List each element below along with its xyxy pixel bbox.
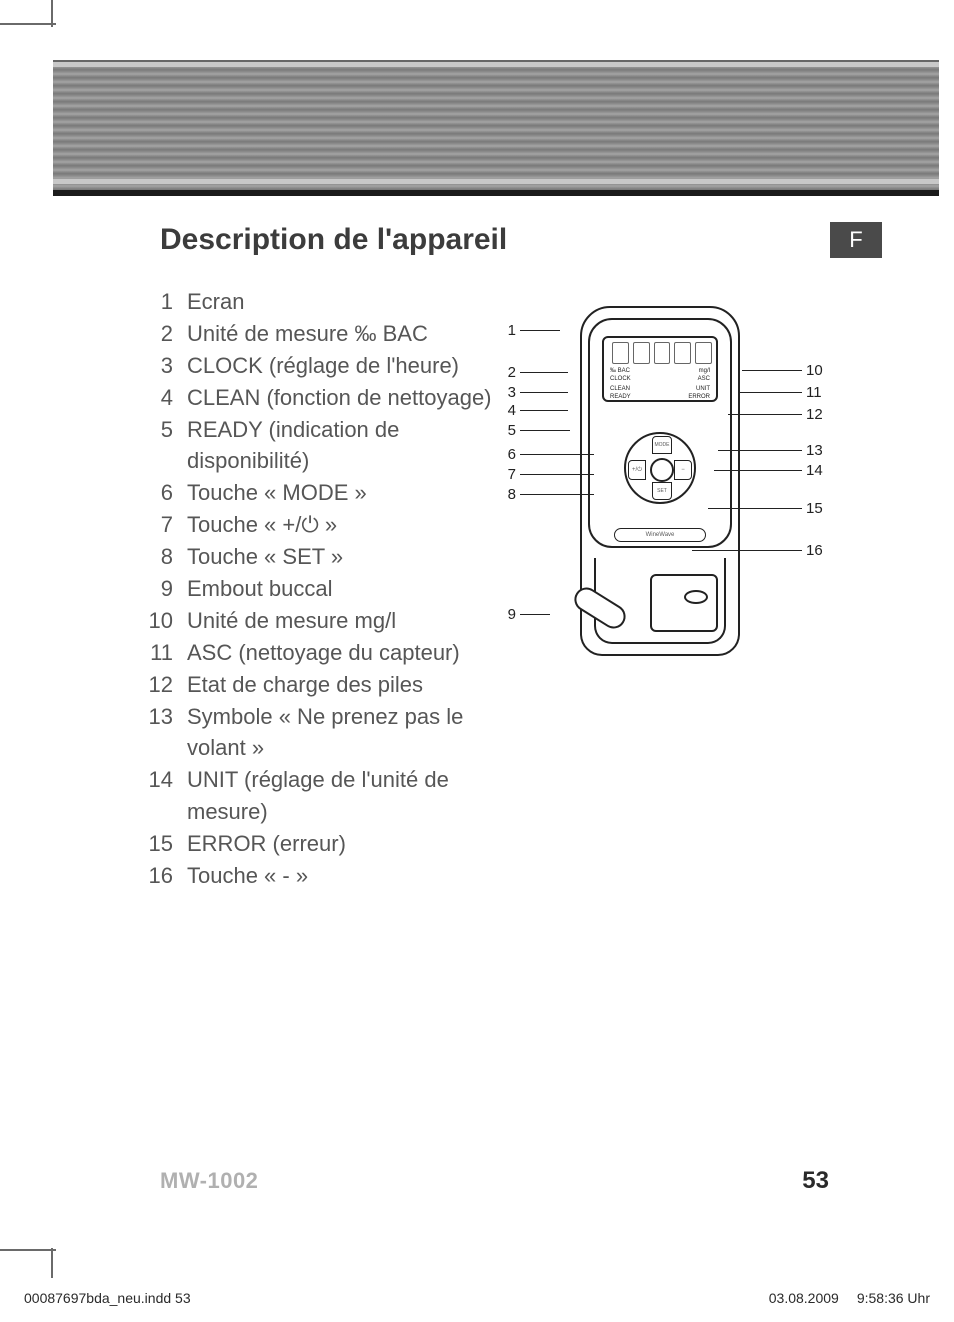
callout-left: 5 <box>500 422 570 439</box>
mode-button-icon: MODE <box>652 436 672 454</box>
callout-right: 12 <box>728 406 830 423</box>
list-item-text: ERROR (erreur) <box>187 828 507 860</box>
device-screen: ‰ BACmg/l CLOCKASC CLEANUNIT READYERROR <box>602 336 718 402</box>
list-item: 15ERROR (erreur) <box>143 828 843 860</box>
list-item-text: Touche « +/⏻ » <box>187 509 507 541</box>
print-time: 9:58:36 Uhr <box>857 1290 930 1306</box>
list-item-number: 14 <box>143 764 187 828</box>
list-item-number: 10 <box>143 605 187 637</box>
list-item: 14UNIT (réglage de l'unité de mesure) <box>143 764 843 828</box>
language-badge: F <box>830 222 882 258</box>
callout-left: 2 <box>500 364 568 381</box>
callout-right: 11 <box>738 384 830 401</box>
list-item-number: 15 <box>143 828 187 860</box>
list-item-text: Unité de mesure mg/l <box>187 605 507 637</box>
list-item: 13Symbole « Ne prenez pas le volant » <box>143 701 843 765</box>
list-item-text: Touche « MODE » <box>187 477 507 509</box>
list-item-text: Ecran <box>187 286 507 318</box>
crop-mark <box>0 1249 56 1251</box>
device-diagram: ‰ BACmg/l CLOCKASC CLEANUNIT READYERROR … <box>500 296 870 676</box>
list-item-text: READY (indication de disponibilité) <box>187 414 507 478</box>
list-item-text: ASC (nettoyage du capteur) <box>187 637 507 669</box>
list-item-number: 12 <box>143 669 187 701</box>
list-item-number: 1 <box>143 286 187 318</box>
plus-power-button-icon: +/⏻ <box>628 460 646 480</box>
callout-left: 6 <box>500 446 594 463</box>
list-item-number: 13 <box>143 701 187 765</box>
list-item-number: 4 <box>143 382 187 414</box>
brand-label: WineWave <box>614 528 706 542</box>
list-item-text: UNIT (réglage de l'unité de mesure) <box>187 764 507 828</box>
page-number: 53 <box>802 1167 829 1195</box>
list-item-number: 9 <box>143 573 187 605</box>
list-item-number: 6 <box>143 477 187 509</box>
print-metadata: 00087697bda_neu.indd 53 03.08.2009 9:58:… <box>24 1290 930 1306</box>
set-button-icon: SET <box>652 482 672 500</box>
crop-mark <box>0 23 56 25</box>
callout-left: 7 <box>500 466 594 483</box>
list-item-number: 2 <box>143 318 187 350</box>
list-item-text: CLEAN (fonction de nettoyage) <box>187 382 507 414</box>
list-item-number: 16 <box>143 860 187 892</box>
model-number: MW-1002 <box>160 1168 258 1194</box>
list-item-number: 7 <box>143 509 187 541</box>
callout-right: 16 <box>692 542 830 559</box>
list-item-text: Touche « - » <box>187 860 507 892</box>
list-item-text: Touche « SET » <box>187 541 507 573</box>
dpad: MODE SET +/⏻ − <box>624 432 696 504</box>
callout-left: 3 <box>500 384 568 401</box>
print-date: 03.08.2009 <box>769 1290 839 1306</box>
list-item-text: Etat de charge des piles <box>187 669 507 701</box>
list-item-text: Embout buccal <box>187 573 507 605</box>
crop-mark <box>51 0 53 27</box>
list-item: 16Touche « - » <box>143 860 843 892</box>
page-title: Description de l'appareil <box>160 223 507 257</box>
minus-button-icon: − <box>674 460 692 480</box>
callout-right: 13 <box>718 442 830 459</box>
list-item-number: 11 <box>143 637 187 669</box>
callout-left: 8 <box>500 486 594 503</box>
list-item-number: 3 <box>143 350 187 382</box>
list-item-text: Symbole « Ne prenez pas le volant » <box>187 701 507 765</box>
source-file: 00087697bda_neu.indd 53 <box>24 1290 191 1306</box>
callout-left: 9 <box>500 606 550 623</box>
list-item-text: Unité de mesure ‰ BAC <box>187 318 507 350</box>
callout-right: 14 <box>714 462 830 479</box>
list-item-number: 5 <box>143 414 187 478</box>
crop-mark <box>51 1248 53 1278</box>
callout-left: 4 <box>500 402 568 419</box>
list-item-text: CLOCK (réglage de l'heure) <box>187 350 507 382</box>
list-item-number: 8 <box>143 541 187 573</box>
callout-left: 1 <box>500 322 560 339</box>
callout-right: 10 <box>742 362 830 379</box>
header-banner <box>53 60 939 196</box>
callout-right: 15 <box>708 500 830 517</box>
